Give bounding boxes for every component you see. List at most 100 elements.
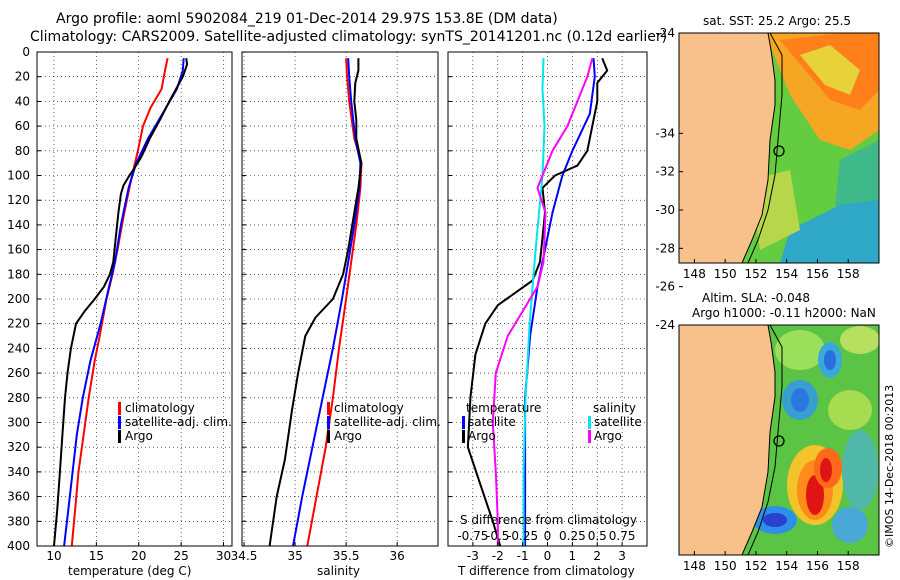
map-lat-label: -32 (655, 165, 675, 179)
sst-float-marker (773, 145, 785, 157)
legend-satellite-swatch (118, 416, 121, 429)
depth-tick-label: 260 (7, 366, 30, 380)
s-difference-tick-labels: -0.75-0.5-0.25 0 0.25 0.5 0.75 (457, 529, 635, 543)
sst-land (679, 33, 776, 263)
legend-salinity-title: salinity (593, 401, 636, 415)
sla-low-anomaly (832, 507, 868, 543)
title-line-2: Climatology: CARS2009. Satellite-adjuste… (30, 29, 667, 45)
depth-tick-label: 160 (7, 243, 30, 257)
sst-map-title: sat. SST: 25.2 Argo: 25.5 (703, 14, 851, 28)
sla-low-anomaly (842, 430, 878, 510)
x-tick-label: 25 (173, 549, 188, 563)
salinity-panel: 34.5 35 35.5 36 salinity climatology satell… (231, 51, 441, 578)
depth-tick-label: 140 (7, 218, 30, 232)
temperature-frame (36, 51, 233, 547)
legend-t-argo-swatch (462, 430, 465, 443)
difference-frame (447, 51, 648, 547)
legend-s-satellite-label: satellite (594, 415, 642, 429)
x-tick-label: 10 (46, 549, 61, 563)
salinity-grid (242, 51, 438, 547)
legend-satellite-label: satellite-adj. clim. (334, 415, 441, 429)
s-diff-tick-label: -0.5 (486, 529, 509, 543)
sst-yellow-patch (800, 45, 860, 95)
map-lat-label: -24 (655, 26, 675, 40)
x-tick-label: 3 (618, 549, 626, 563)
sla-float-marker (773, 435, 785, 447)
map-lon-label: 152 (744, 267, 767, 281)
legend-satellite-swatch (327, 416, 330, 429)
difference-top-label: S difference from climatology (460, 513, 637, 527)
legend-satellite-label: satellite-adj. clim. (125, 415, 232, 429)
sla-low-core (791, 388, 809, 412)
sla-high-core (806, 475, 824, 515)
salinity-legend: climatology satellite-adj. clim. Argo (327, 401, 441, 443)
sla-map: Altim. SLA: -0.048 Argo h1000: -0.11 h20… (655, 126, 880, 573)
temperature-x-ticks: 10 15 20 25 30 (37, 51, 231, 563)
map-lat-label: -26 (655, 0, 675, 2)
s-diff-tick-label: 0.25 (559, 529, 586, 543)
series-s-satellite (522, 58, 546, 546)
legend-climatology-swatch (327, 402, 330, 415)
x-tick-label: 2 (593, 549, 601, 563)
legend-t-argo-label: Argo (468, 429, 496, 443)
temperature-series (53, 57, 189, 547)
depth-tick-label: 80 (15, 144, 30, 158)
map-lon-label: 148 (683, 559, 706, 573)
s-diff-tick-label: 0.5 (588, 529, 607, 543)
depth-tick-label: 60 (15, 119, 30, 133)
legend-argo-swatch (118, 430, 121, 443)
difference-xlabel: T difference from climatology (457, 564, 635, 578)
x-tick-label: -3 (467, 549, 479, 563)
s-diff-tick-label: -0.75 (457, 529, 488, 543)
map-lon-label: 148 (683, 267, 706, 281)
s-diff-tick-label: 0.75 (609, 529, 636, 543)
sst-cool-patch (835, 140, 879, 220)
salinity-series (268, 58, 363, 547)
legend-t-satellite-label: satellite (468, 415, 516, 429)
map-lat-label: -30 (655, 203, 675, 217)
x-tick-label: 1 (569, 549, 577, 563)
temperature-legend: climatology satellite-adj. clim. Argo (118, 401, 232, 443)
sla-low-core (824, 350, 836, 370)
difference-legend: temperature satellite Argo salinity sate… (462, 401, 642, 443)
legend-argo-label: Argo (334, 429, 362, 443)
salinity-frame (241, 51, 439, 547)
s-diff-tick-label: -0.25 (507, 529, 538, 543)
series-s-argo (491, 57, 594, 546)
legend-argo-swatch (327, 430, 330, 443)
map-lon-label: 150 (714, 267, 737, 281)
depth-tick-label: 320 (7, 440, 30, 454)
series-satellite-adj-clim- (63, 58, 185, 547)
watermark: ©IMOS 14-Dec-2018 00:2013 (883, 385, 896, 548)
depth-tick-label: 280 (7, 391, 30, 405)
sla-map-title-2: Argo h1000: -0.11 h2000: NaN (692, 306, 876, 320)
x-tick-label: 0 (544, 549, 552, 563)
depth-tick-label: 240 (7, 341, 30, 355)
map-lat-label: -28 (655, 241, 675, 255)
depth-tick-labels: 0 20 40 60 80 100 120 140 160 180 200 220 240 260 280 3… (7, 45, 30, 553)
series-t-argo (466, 57, 609, 547)
sla-low-core (763, 513, 787, 527)
sla-high-core (820, 458, 832, 482)
s-diff-tick-label: 0 (544, 529, 552, 543)
depth-tick-label: 180 (7, 267, 30, 281)
legend-argo-label: Argo (125, 429, 153, 443)
legend-s-argo-swatch (588, 430, 591, 443)
depth-tick-label: 200 (7, 292, 30, 306)
map-lat-label: -26 (655, 280, 675, 294)
sla-map-ticks: 148 150 152 154 156 158 -24 -26 -28 -30 -32 -34 (655, 126, 859, 573)
legend-s-satellite-swatch (588, 416, 591, 429)
map-lat-label: -24 (655, 318, 675, 332)
x-tick-label: 15 (89, 549, 104, 563)
depth-tick-label: 360 (7, 490, 30, 504)
legend-temperature-title: temperature (466, 401, 541, 415)
sla-anomaly (775, 330, 825, 370)
map-lon-label: 154 (775, 559, 798, 573)
depth-tick-label: 380 (7, 514, 30, 528)
x-tick-label: -1 (517, 549, 529, 563)
map-lon-label: 156 (806, 267, 829, 281)
map-lon-label: 154 (775, 267, 798, 281)
depth-tick-label: 20 (15, 70, 30, 84)
legend-climatology-swatch (118, 402, 121, 415)
sst-isobath (747, 33, 783, 263)
